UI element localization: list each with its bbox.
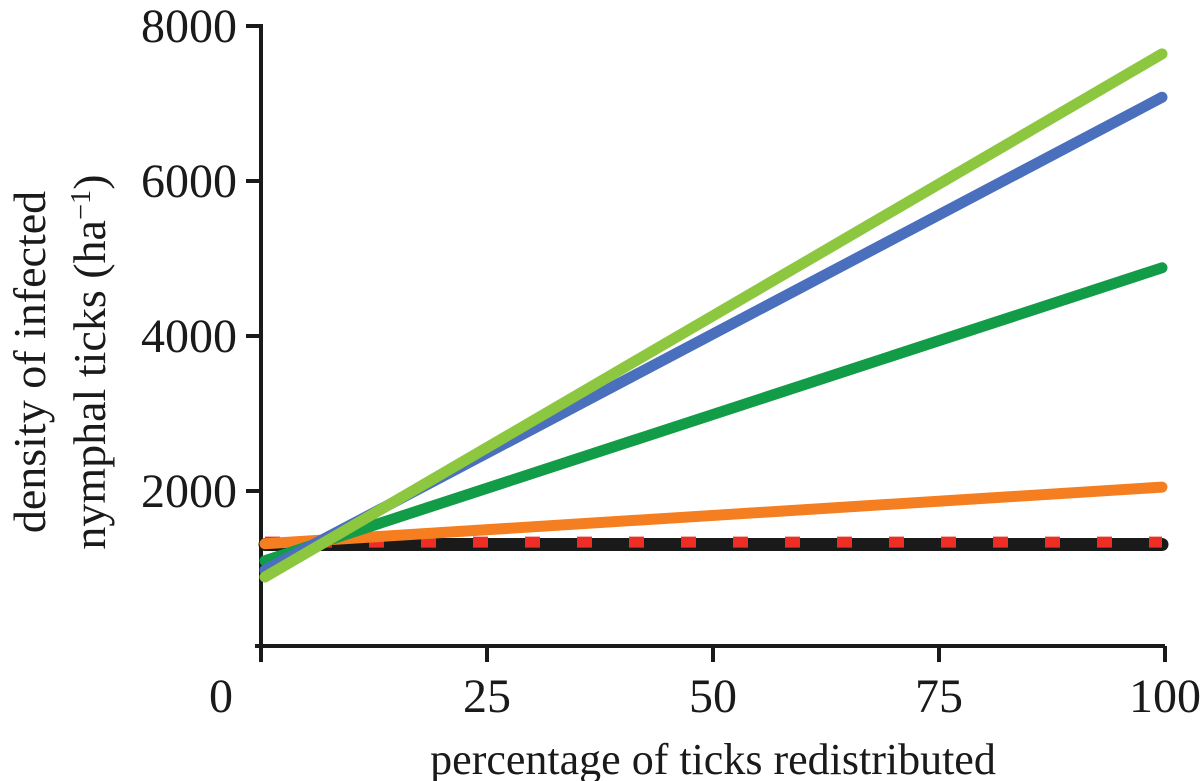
y-axis-title-line1: density of infected xyxy=(4,190,55,534)
y-tick-label-2000: 2000 xyxy=(141,465,237,518)
x-tick-label-50: 50 xyxy=(689,670,737,723)
y-tick-label-8000: 8000 xyxy=(141,0,237,53)
y-axis-title: density of infected nymphal ticks (ha−1) xyxy=(4,122,115,602)
x-tick-label-100: 100 xyxy=(1129,670,1200,723)
x-tick-label-25: 25 xyxy=(463,670,511,723)
series-line-dark-green xyxy=(259,262,1168,567)
y-axis-unit-exponent: −1 xyxy=(66,189,97,221)
y-axis-title-line2: nymphal ticks (ha−1) xyxy=(63,174,115,550)
series-line-orange xyxy=(259,481,1168,550)
x-tick-label-75: 75 xyxy=(915,670,963,723)
y-tick-label-4000: 4000 xyxy=(141,310,237,363)
series-line-light-green xyxy=(259,48,1168,583)
x-axis-title: percentage of ticks redistributed xyxy=(430,735,996,781)
x-tick-label-0: 0 xyxy=(209,670,233,723)
y-tick-label-6000: 6000 xyxy=(141,155,237,208)
